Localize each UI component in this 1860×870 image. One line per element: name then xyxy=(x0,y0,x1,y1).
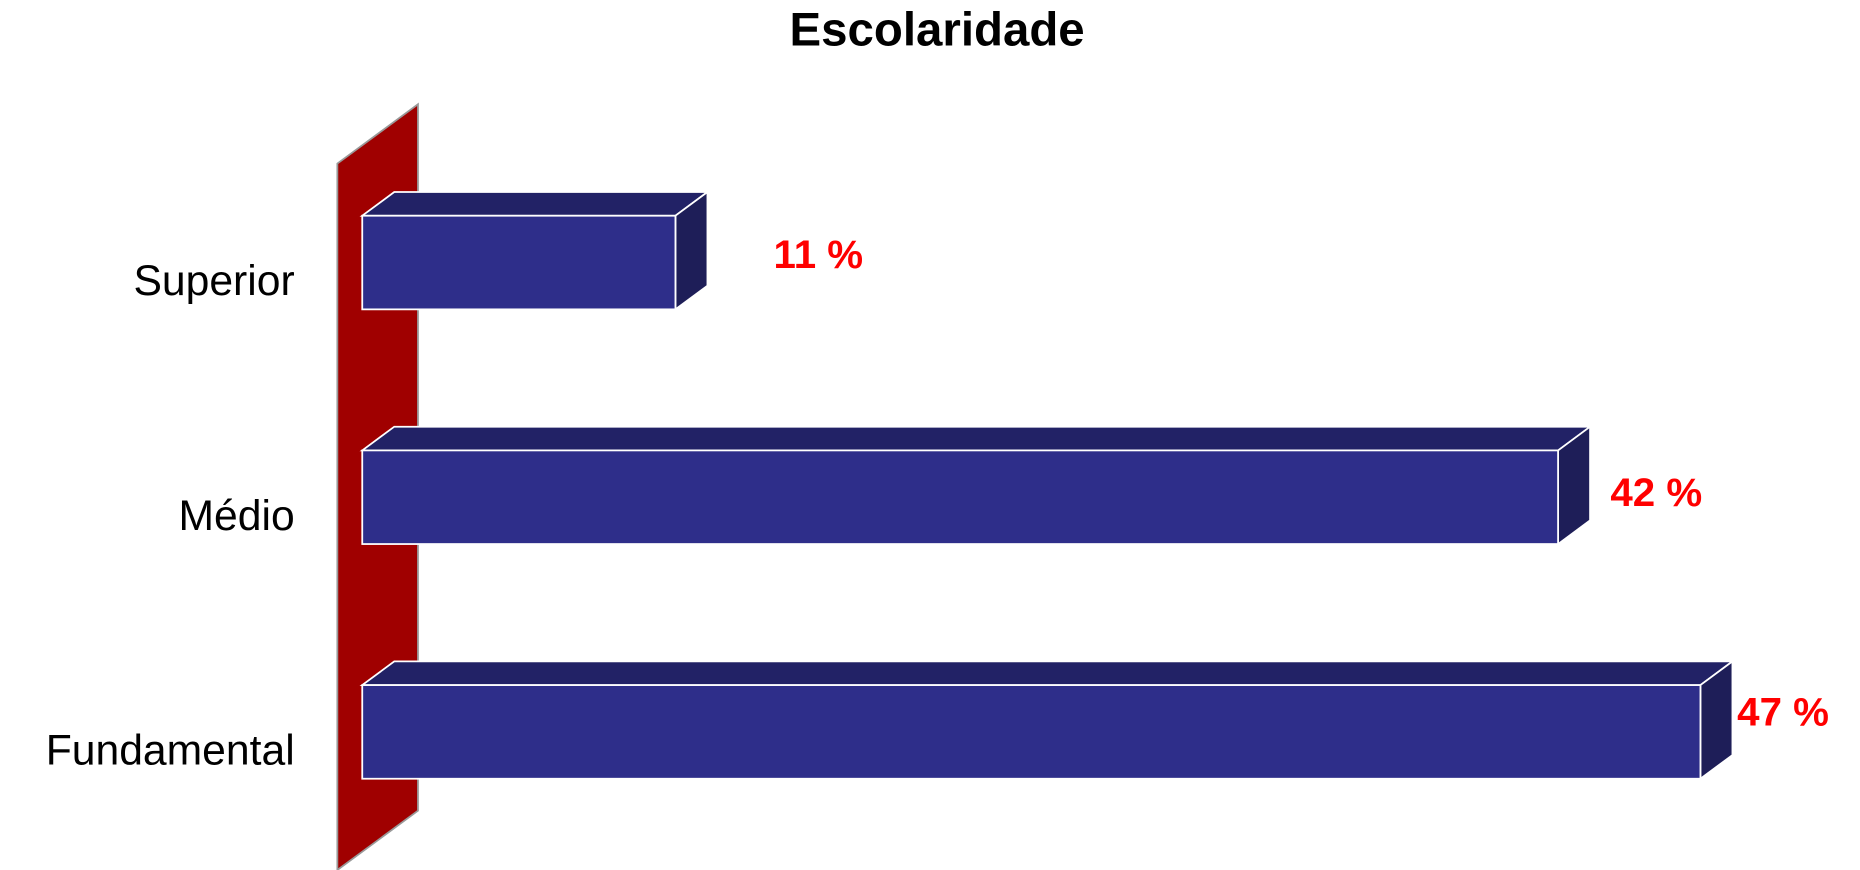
bar-top xyxy=(359,660,1736,686)
bar-top xyxy=(359,425,1593,452)
value-label: 47 % xyxy=(1737,689,1829,734)
category-label: Fundamental xyxy=(46,727,295,775)
bar-top xyxy=(359,191,711,217)
category-label: Superior xyxy=(133,257,294,305)
value-label: 11 % xyxy=(774,232,864,277)
chart-title: Escolaridade xyxy=(790,4,1085,57)
bar xyxy=(361,214,677,311)
bar xyxy=(361,684,1702,780)
bar xyxy=(361,449,1559,545)
category-label: Médio xyxy=(178,492,294,540)
value-label: 42 % xyxy=(1610,470,1702,515)
